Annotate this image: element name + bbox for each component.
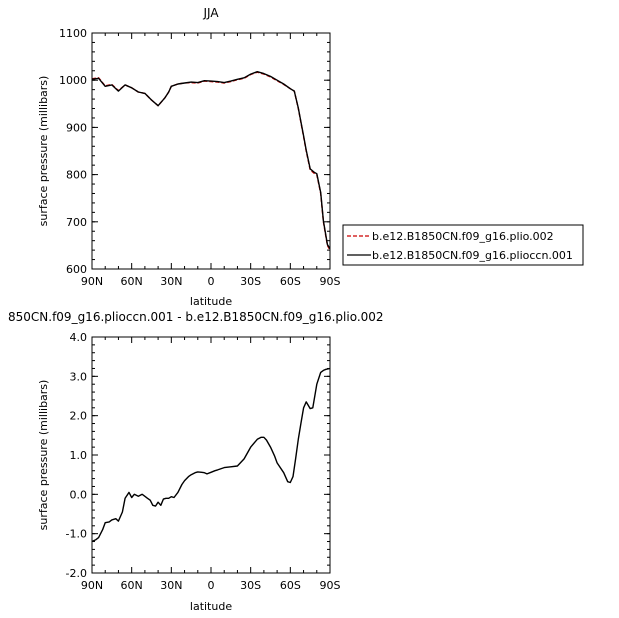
top-y-tick-label: 700 xyxy=(66,216,87,229)
top-x-tick-label: 0 xyxy=(208,275,215,288)
legend-label-plioccn-001: b.e12.B1850CN.f09_g16.plioccn.001 xyxy=(372,249,573,262)
top-x-tick-label: 90N xyxy=(81,275,103,288)
legend-box xyxy=(342,224,584,266)
bottom-plot-frame xyxy=(91,336,331,574)
top-series-line-2 xyxy=(91,70,331,250)
legend-label-plio-002: b.e12.B1850CN.f09_g16.plio.002 xyxy=(372,230,554,243)
bottom-y-tick-label: -2.0 xyxy=(66,567,87,580)
bottom-series-group xyxy=(91,367,331,543)
bottom-x-tick-label: 60S xyxy=(280,579,301,592)
top-x-tick-label: 60N xyxy=(121,275,143,288)
top-y-tick-label: 600 xyxy=(66,263,87,276)
bottom-x-tick-label: 90N xyxy=(81,579,103,592)
bottom-x-tick-label: 60N xyxy=(121,579,143,592)
bottom-x-tick-label: 30S xyxy=(240,579,261,592)
bottom-panel-title: 850CN.f09_g16.plioccn.001 - b.e12.B1850C… xyxy=(8,310,384,324)
top-series-group xyxy=(91,70,331,251)
top-x-tick-label: 60S xyxy=(280,275,301,288)
bottom-y-tick-label: 0.0 xyxy=(70,488,88,501)
bottom-y-tick-label: 4.0 xyxy=(70,331,88,344)
top-series-line-1 xyxy=(91,71,331,251)
legend: b.e12.B1850CN.f09_g16.plio.002 b.e12.B18… xyxy=(342,224,584,266)
top-axes-group: 90N 60N 30N 0 30S 60S 90S 600 700 800 900 1000 1100 xyxy=(59,27,341,288)
bottom-x-axis-label: latitude xyxy=(190,600,232,613)
top-y-axis-label: surface pressure (millibars) xyxy=(37,76,50,227)
bottom-x-tick-label: 0 xyxy=(208,579,215,592)
bottom-y-tick-label: 1.0 xyxy=(70,449,88,462)
top-panel: JJA surface pressure (millibars) latitud… xyxy=(37,6,341,308)
top-x-tick-label: 90S xyxy=(320,275,341,288)
bottom-x-tick-label: 90S xyxy=(320,579,341,592)
bottom-panel: 850CN.f09_g16.plioccn.001 - b.e12.B1850C… xyxy=(8,310,384,613)
top-y-tick-label: 900 xyxy=(66,121,87,134)
bottom-y-tick-label: 3.0 xyxy=(70,370,88,383)
bottom-axes-group: 90N 60N 30N 0 30S 60S 90S -2.0 -1.0 0.0 1.0 2.0 3.0 4… xyxy=(66,331,341,592)
bottom-x-tick-label: 30N xyxy=(160,579,182,592)
top-y-tick-label: 1100 xyxy=(59,27,87,40)
top-panel-title: JJA xyxy=(202,6,219,20)
top-x-axis-label: latitude xyxy=(190,295,232,308)
bottom-y-axis-label: surface pressure (millibars) xyxy=(37,380,50,531)
bottom-y-tick-label: 2.0 xyxy=(70,410,88,423)
top-plot-frame xyxy=(91,32,331,270)
top-y-tick-label: 800 xyxy=(66,169,87,182)
bottom-y-tick-label: -1.0 xyxy=(66,528,87,541)
top-y-tick-label: 1000 xyxy=(59,74,87,87)
top-x-tick-label: 30S xyxy=(240,275,261,288)
bottom-series-line-1 xyxy=(91,367,331,543)
top-x-tick-label: 30N xyxy=(160,275,182,288)
